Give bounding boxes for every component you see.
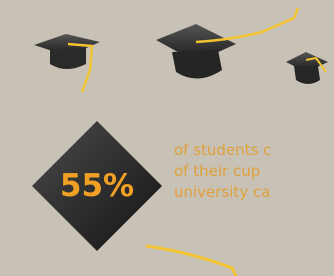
stat-text-line: university ca: [174, 183, 270, 201]
stat-value: 55%: [37, 168, 157, 204]
graduation-cap: [156, 8, 298, 79]
stat-text-line: of their cup: [174, 162, 260, 180]
infographic: 55% of students c of their cup universit…: [0, 0, 334, 276]
graduation-cap: [34, 34, 100, 92]
graduation-cap: [286, 52, 328, 84]
stat-text-line: of students c: [174, 141, 271, 159]
decoration: [0, 0, 334, 276]
tassel: [146, 246, 236, 276]
